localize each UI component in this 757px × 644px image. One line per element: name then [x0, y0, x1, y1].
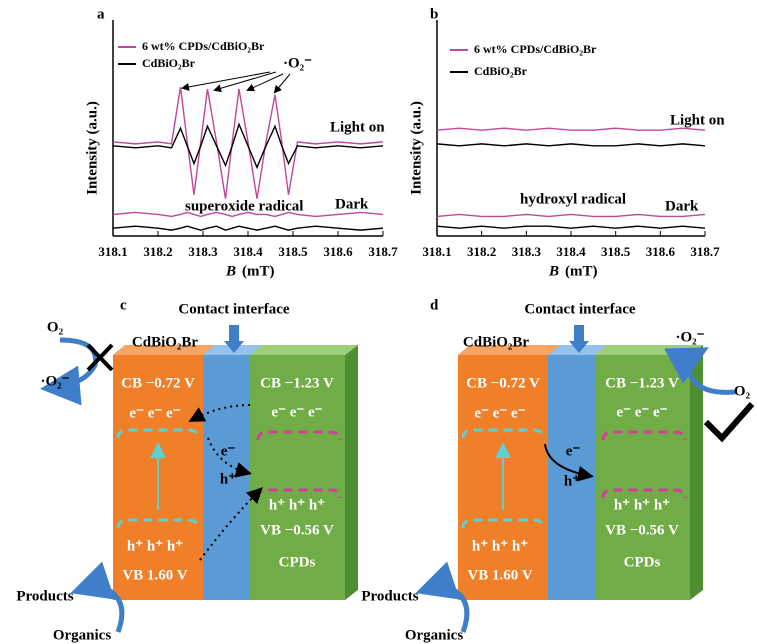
diagram-holes-left: h⁺ h⁺ h⁺	[472, 538, 528, 554]
diagram-superoxide: ·O₂⁻	[675, 329, 704, 345]
y-label: Intensity (a.u.)	[84, 101, 100, 195]
diagram-products: Products	[361, 588, 418, 604]
diagram-electrons-right: e⁻ e⁻ e⁻	[616, 404, 667, 420]
annotation: hydroxyl radical	[520, 191, 626, 207]
diagram-vb-right: VB −0.56 V	[605, 522, 679, 538]
diagram-holes-right: h⁺ h⁺ h⁺	[269, 497, 325, 513]
diagram-material: CdBiO₂Br	[463, 334, 530, 350]
x-tick-label: 318.4	[233, 244, 263, 259]
x-tick-label: 318.7	[368, 244, 398, 259]
diagram-oxygen: O₂	[47, 319, 64, 335]
figure: a 318.1 318.2 318.3 318.4 318.5 318.6 318.7 B (mT…	[0, 0, 757, 644]
legend-label: CdBiO₂Br	[142, 56, 196, 70]
diagram-cpds: CPDs	[279, 554, 316, 570]
x-label-symbol: B	[548, 263, 559, 279]
diagram-holes-left: h⁺ h⁺ h⁺	[127, 538, 183, 554]
products-arrow	[425, 587, 467, 632]
diagram-holes-right: h⁺ h⁺ h⁺	[614, 497, 670, 513]
blocked-mark	[88, 345, 112, 370]
block-side	[345, 345, 358, 600]
x-tick-label: 318.2	[467, 244, 496, 259]
diagram-label: d	[430, 297, 439, 313]
series-line	[113, 87, 383, 199]
diagram-material: CdBiO₂Br	[132, 334, 199, 350]
diagram-interface: Contact interface	[524, 301, 636, 317]
x-tick-label: 318.2	[143, 244, 172, 259]
annotation: ·O₂⁻	[283, 55, 312, 71]
legend-label: 6 wt% CPDs/CdBiO₂Br	[142, 39, 265, 53]
series-line	[437, 128, 705, 130]
x-tick-label: 318.5	[278, 244, 308, 259]
x-tick-label: 318.3	[188, 244, 218, 259]
x-tick-label: 318.4	[556, 244, 586, 259]
diagram-cpds: CPDs	[624, 554, 661, 570]
diagram-electrons-right: e⁻ e⁻ e⁻	[271, 404, 322, 420]
diagram-cb-right: CB −1.23 V	[260, 375, 334, 391]
diagram-vb-right: VB −0.56 V	[260, 522, 334, 538]
diagram-electron: e⁻	[221, 443, 236, 459]
diagram-electrons-left: e⁻ e⁻ e⁻	[129, 405, 180, 421]
x-tick-label: 318.7	[690, 244, 720, 259]
diagram-label: c	[120, 297, 127, 313]
annotation: Dark	[335, 196, 369, 212]
annotation: Dark	[665, 198, 699, 214]
diagram-hole: h⁺	[220, 471, 236, 487]
x-tick-label: 318.1	[98, 244, 127, 259]
diagram-cb-right: CB −1.23 V	[605, 375, 679, 391]
x-tick-label: 318.1	[422, 244, 451, 259]
diagram-cb-left: CB −0.72 V	[466, 375, 540, 391]
x-tick-label: 318.3	[512, 244, 542, 259]
diagram-electron: e⁻	[566, 443, 581, 459]
x-tick-label: 318.5	[601, 244, 631, 259]
diagram-hole: h⁺	[564, 473, 580, 489]
diagram-superoxide: ·O₂⁻	[40, 373, 69, 389]
x-label-symbol: B	[225, 263, 236, 279]
annotation-arrow	[248, 74, 283, 90]
diagram-organics: Organics	[53, 627, 111, 643]
x-tick-label: 318.6	[323, 244, 353, 259]
series-line	[437, 214, 705, 216]
check-mark	[706, 404, 752, 438]
x-label-unit: (mT)	[242, 263, 275, 279]
legend-label: 6 wt% CPDs/CdBiO₂Br	[474, 42, 597, 56]
panel-label: a	[97, 6, 105, 22]
series-line	[113, 226, 383, 230]
products-arrow	[80, 587, 122, 632]
annotation: Light on	[670, 112, 725, 128]
diagram-oxygen: O₂	[734, 383, 751, 399]
diagram-organics: Organics	[405, 627, 463, 643]
interface-arrow	[229, 325, 239, 341]
x-label-unit: (mT)	[565, 263, 598, 279]
diagram-products: Products	[16, 588, 73, 604]
series-line	[437, 226, 705, 228]
y-label: Intensity (a.u.)	[408, 101, 424, 195]
interface-arrow	[574, 325, 584, 341]
diagram-interface: Contact interface	[178, 301, 290, 317]
diagram-vb-left: VB 1.60 V	[122, 567, 187, 583]
diagram-vb-left: VB 1.60 V	[467, 567, 532, 583]
diagram-cb-left: CB −0.72 V	[121, 375, 195, 391]
diagram-electrons-left: e⁻ e⁻ e⁻	[474, 405, 525, 421]
annotation: superoxide radical	[185, 198, 303, 214]
legend-label: CdBiO₂Br	[474, 64, 528, 78]
x-tick-label: 318.6	[646, 244, 676, 259]
annotation: Light on	[330, 119, 385, 135]
series-line	[437, 144, 705, 146]
